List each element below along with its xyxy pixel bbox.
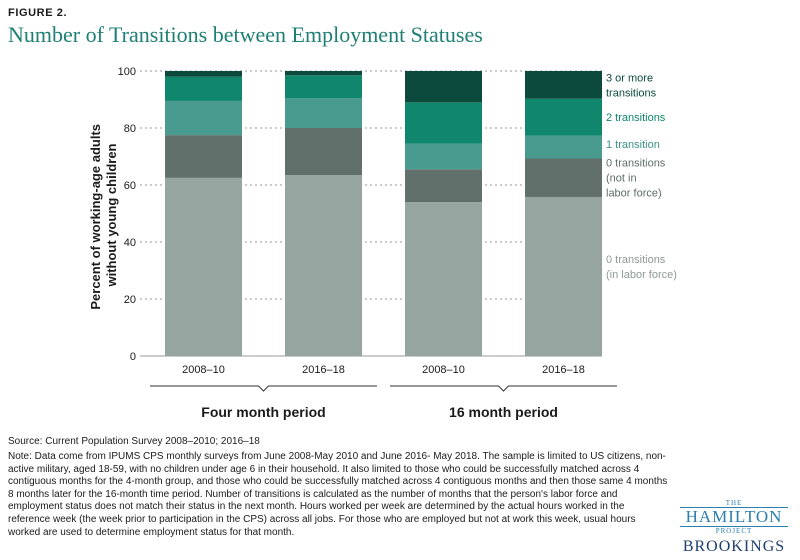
series-label: 1 transition [606,139,660,151]
logo-project: PROJECT [715,527,753,535]
bar-segment [405,143,482,170]
bar-segment [285,128,362,176]
series-label: 3 or more transitions [606,72,657,99]
y-tick-label: 0 [130,351,136,363]
bar-segment [165,177,242,356]
bar-segment [285,71,362,76]
series-label: 2 transitions [606,112,666,124]
bar-segment [165,71,242,77]
bar-segment [525,158,602,197]
figure-label: FIGURE 2. [8,7,68,19]
y-axis-label-line-1: Percent of working-age adults [88,124,103,310]
x-axis-categories: 2008–10 2016–18 2008–10 2016–18 [182,364,585,376]
logo-hamilton: HAMILTON [680,507,788,527]
bar-segment [525,135,602,159]
y-axis-ticks: 0 20 40 60 80 100 [118,66,136,363]
series-label: 0 transitions (in labor force) [606,254,677,281]
y-tick-label: 40 [124,237,136,249]
hamilton-brookings-logo: THE HAMILTON PROJECT BROOKINGS [676,499,792,556]
y-tick-label: 80 [124,123,136,135]
bar-segment [525,98,602,136]
group-bracket [150,385,377,392]
bar-segment [525,196,602,356]
logo-brookings: BROOKINGS [682,538,786,555]
group-bracket [390,385,617,392]
y-axis-label-line-2: without young children [104,143,119,287]
bar-segment [405,102,482,144]
bars [165,71,602,356]
bar-segment [285,175,362,356]
x-category-label: 2008–10 [422,364,465,376]
x-category-label: 2016–18 [542,364,585,376]
logo-the: THE [725,499,743,507]
group-label: 16 month period [449,404,558,420]
x-category-label: 2008–10 [182,364,225,376]
note-text: Note: Data come from IPUMS CPS monthly s… [8,451,668,538]
stacked-bar-chart: 0 20 40 60 80 100 2008–10 2016–18 2008–10 2016–1… [88,66,677,420]
series-labels: 0 transitions (in labor force) 0 transitio… [606,72,677,281]
bar-segment [285,75,362,99]
y-axis-label: Percent of working-age adults without yo… [88,120,119,309]
y-tick-label: 20 [124,294,136,306]
bar-segment [165,76,242,101]
bar-segment [405,169,482,203]
x-axis-groups: Four month period 16 month period [150,385,617,420]
bar-segment [525,71,602,99]
y-tick-label: 60 [124,180,136,192]
bar-segment [165,135,242,178]
x-category-label: 2016–18 [302,364,345,376]
chart-title: Number of Transitions between Employment… [8,22,483,47]
series-label: 0 transitions (not in labor force) [606,158,666,200]
bar-segment [405,71,482,103]
bar-segment [285,98,362,128]
bar-segment [405,202,482,356]
source-text: Source: Current Population Survey 2008–2… [8,436,260,447]
group-label: Four month period [201,404,325,420]
bar-segment [165,100,242,136]
y-tick-label: 100 [118,66,136,78]
